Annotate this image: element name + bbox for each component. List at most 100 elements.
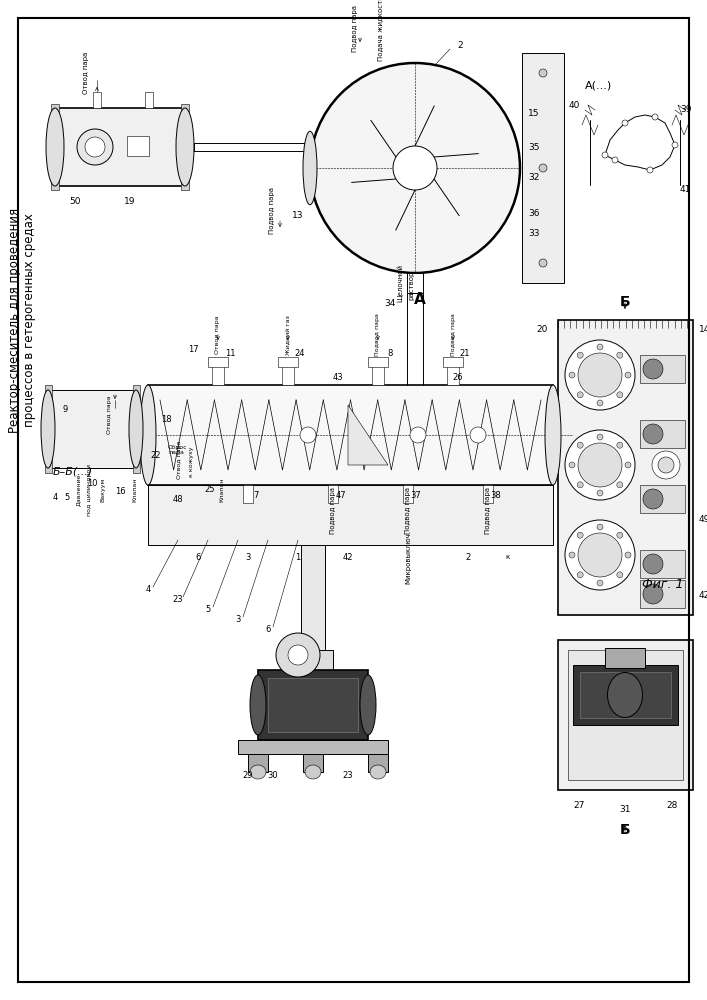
Circle shape [539,69,547,77]
Text: к кожуху: к кожуху [189,447,194,477]
Circle shape [658,457,674,473]
Bar [328,485,338,503]
Text: 29: 29 [243,770,253,780]
Text: 43: 43 [333,372,344,381]
Circle shape [617,482,623,488]
Text: 5: 5 [205,605,211,614]
Text: Подвод пара: Подвод пара [375,314,380,356]
Circle shape [643,554,663,574]
Circle shape [578,353,622,397]
Ellipse shape [370,765,386,779]
Text: 10: 10 [87,479,98,488]
Polygon shape [348,405,388,465]
Circle shape [577,532,583,538]
Bar [48,390,136,468]
Text: Вакуум: Вакуум [100,478,105,502]
Ellipse shape [129,390,143,468]
Bar [403,485,413,503]
Text: Подвод пара: Подвод пара [450,314,455,356]
Bar [558,640,693,790]
Text: Подвод пара: Подвод пара [352,4,358,51]
Bar [145,92,153,108]
Bar [483,485,493,503]
Bar [278,357,298,367]
Ellipse shape [140,385,156,485]
Text: 15: 15 [528,108,539,117]
Bar [268,678,358,732]
Text: Жидкий газ: Жидкий газ [286,315,291,355]
Ellipse shape [176,108,194,186]
Text: к: к [506,554,510,560]
Text: 30: 30 [268,770,279,780]
Circle shape [597,524,603,530]
Circle shape [625,462,631,468]
Bar [372,363,384,385]
Circle shape [602,152,608,158]
Circle shape [569,372,575,378]
Circle shape [647,167,653,173]
Circle shape [310,63,520,273]
Text: 4: 4 [52,493,58,502]
Text: А(...): А(...) [585,80,612,90]
Bar [447,363,459,385]
Text: Отвод пара: Отвод пара [216,316,221,354]
Text: Подача жидкости: Подача жидкости [377,0,383,61]
Bar [522,53,564,283]
Circle shape [597,490,603,496]
Bar [443,357,463,367]
Circle shape [617,392,623,398]
Text: 19: 19 [124,198,136,207]
Text: 37: 37 [411,490,421,499]
Bar [55,108,185,186]
Circle shape [597,344,603,350]
Text: 40: 40 [568,101,580,109]
Text: Б: Б [620,823,631,837]
Bar [640,355,685,383]
Text: 42: 42 [699,590,707,599]
Circle shape [643,489,663,509]
Circle shape [565,520,635,590]
Text: А: А [414,292,426,306]
Circle shape [577,392,583,398]
Ellipse shape [360,675,376,735]
Text: Микровыключ.: Микровыключ. [405,530,411,584]
Text: 11: 11 [225,349,235,358]
Text: 22: 22 [151,450,161,460]
Ellipse shape [607,672,643,718]
Text: 36: 36 [528,209,539,218]
Ellipse shape [545,385,561,485]
Bar [573,665,678,725]
Text: 33: 33 [528,229,539,237]
Bar [238,740,388,754]
Text: раствор: раствор [408,270,414,300]
Bar [580,672,671,718]
Bar [181,104,189,190]
Circle shape [393,146,437,190]
Text: Щелочной: Щелочной [397,264,403,302]
Text: 39: 39 [680,105,691,114]
Circle shape [300,427,316,443]
Text: Давление: Давление [76,474,81,506]
Text: 4: 4 [146,585,151,594]
Text: 16: 16 [115,488,125,496]
Text: 48: 48 [173,495,183,504]
Bar [640,580,685,608]
Text: Клапан: Клапан [219,478,225,502]
Text: Подвод пара: Подвод пара [485,487,491,534]
Circle shape [597,434,603,440]
Text: 2: 2 [457,40,463,49]
Ellipse shape [41,390,55,468]
Text: 35: 35 [528,143,539,152]
Bar [293,650,333,670]
Circle shape [652,114,658,120]
Text: Отвод пара: Отвод пара [177,441,182,479]
Text: 23: 23 [343,770,354,780]
Text: 20: 20 [537,326,548,334]
Bar [243,485,253,503]
Bar [282,363,294,385]
Text: Подвод пара: Подвод пара [330,487,336,534]
Text: 50: 50 [69,198,81,207]
Ellipse shape [305,765,321,779]
Circle shape [577,442,583,448]
Circle shape [625,372,631,378]
